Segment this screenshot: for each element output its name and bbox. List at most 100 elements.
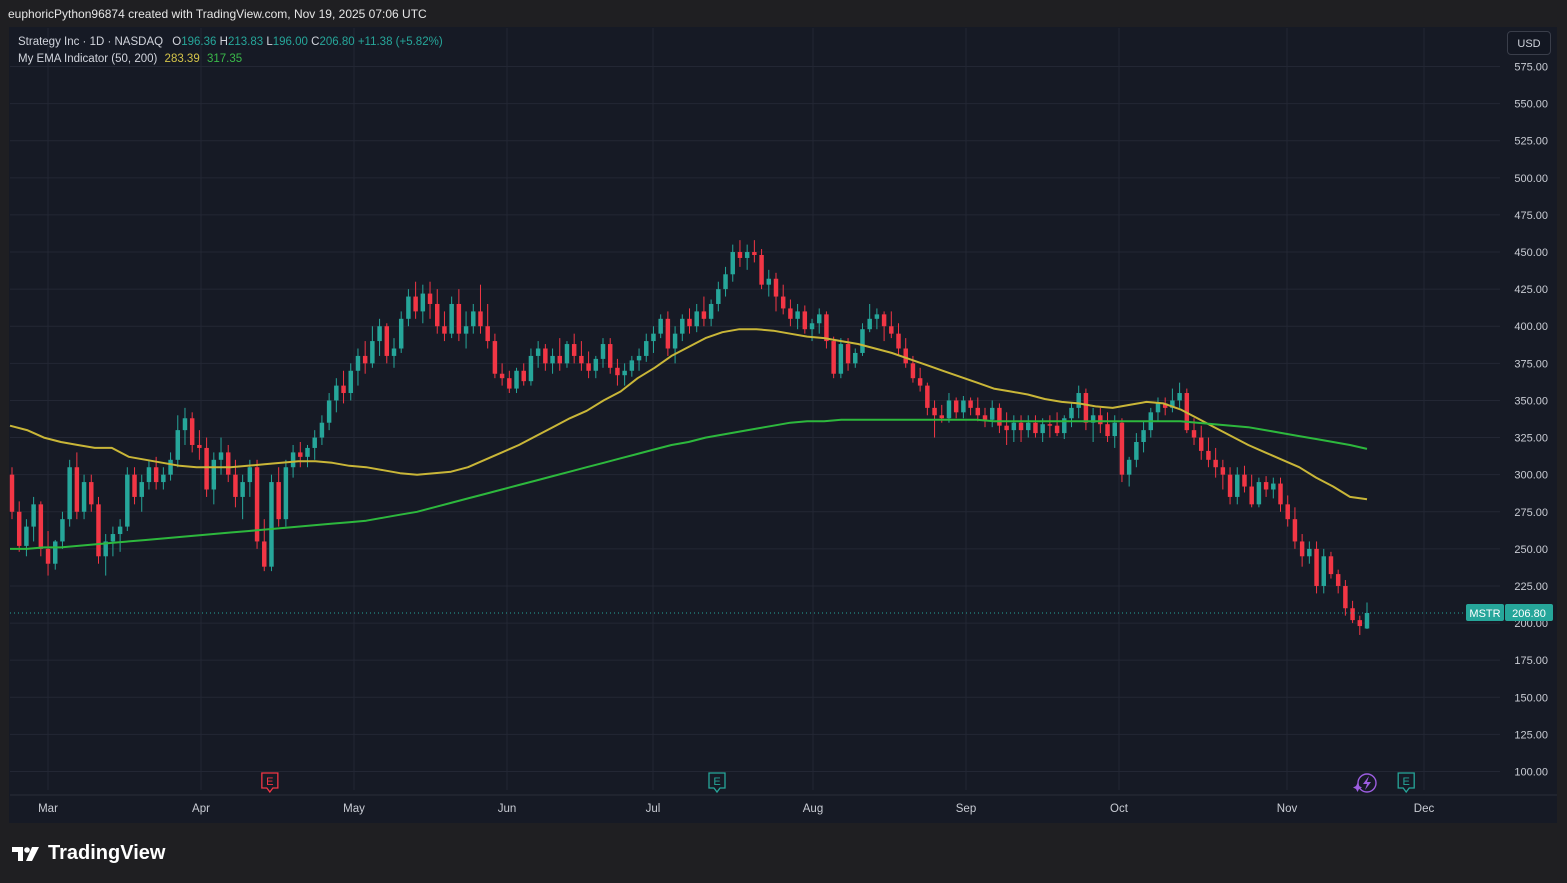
candle-body [161,474,166,483]
candle-body [1198,437,1204,451]
ema-50-line [9,328,1368,501]
candle-body [110,534,116,542]
x-tick-label: May [343,803,365,815]
candle-body [860,329,865,353]
candle-body [874,314,880,319]
candle-body [225,452,231,475]
candle-body [1155,403,1161,413]
candle-body [889,326,894,334]
candle-body [1307,548,1312,557]
candle-body [420,293,426,312]
candle-body [398,318,404,349]
candle-body [881,314,887,327]
candle-body [492,341,498,374]
indicator-row: My EMA Indicator (50, 200) 283.39 317.35 [18,51,443,68]
candle-body [730,252,735,275]
candle-body [514,370,519,389]
candle-body [413,296,418,312]
candle-body [1278,483,1283,505]
candle-body [103,541,108,557]
candle-body [1112,422,1117,437]
y-tick-label: 525.00 [1514,136,1548,148]
candle-body [442,326,447,334]
candle-body [463,326,469,334]
candle-body [283,467,289,520]
candle-body [622,370,627,376]
candle-body [1328,556,1334,575]
candle-body [1364,612,1370,629]
price-tag [1505,603,1553,621]
candle-body [896,333,901,349]
symbol-label[interactable]: Strategy Inc · 1D · NASDAQ [18,36,164,48]
candle-body [535,348,541,356]
candle-body [384,326,390,356]
candle-body [233,474,238,497]
candle-body [939,415,944,419]
candle-body [197,444,202,448]
candle-body [1206,450,1211,460]
earnings-event-icon[interactable]: E [708,772,726,794]
candle-body [997,407,1002,426]
candle-body [1292,519,1298,542]
candle-body [737,252,743,258]
candle-body [1076,393,1081,408]
candle-body [290,452,296,468]
ticker-tag [1466,603,1504,621]
candle-body [175,430,181,460]
ema50-value: 283.39 [164,53,200,65]
candle-body [334,385,339,401]
candle-body [579,355,584,364]
low-value: 196.00 [272,36,308,48]
candle-body [903,348,908,364]
candle-body [708,303,714,319]
candle-body [795,311,800,319]
open-label: O [172,36,182,48]
candle-body [348,370,353,394]
earnings-event-icon[interactable]: E [261,772,279,794]
low-label: L [266,36,273,48]
candle-body [341,385,346,394]
candle-body [24,526,29,546]
currency-button[interactable]: USD [1507,31,1551,55]
candle-body [1191,430,1197,438]
candle-body [1357,620,1363,627]
lightning-icon[interactable] [1353,773,1377,793]
candle-body [766,278,772,285]
candle-body [1256,482,1262,505]
x-tick-label: Dec [1414,803,1435,815]
candle-body [1227,474,1233,497]
y-tick-label: 550.00 [1514,99,1548,111]
candle-body [45,548,51,564]
candle-body [1018,422,1024,431]
candle-body [845,344,851,364]
candle-body [1263,482,1269,490]
candle-body [780,296,786,309]
y-tick-label: 375.00 [1514,358,1548,370]
candle-body [917,378,923,386]
candle-body [153,467,159,483]
candle-body [96,504,101,557]
x-tick-label: Jul [646,803,661,815]
earnings-event-icon[interactable]: E [1397,772,1415,794]
candle-body [435,303,440,327]
candle-body [427,293,433,304]
indicator-label[interactable]: My EMA Indicator (50, 200) [18,53,158,65]
candle-body [204,447,209,490]
candle-body [1141,430,1146,443]
candle-body [312,437,317,448]
candle-body [1170,400,1175,408]
y-tick-label: 250.00 [1514,544,1548,556]
candle-body [528,355,534,382]
high-label: H [219,36,228,48]
candle-body [1350,608,1355,621]
candle-body [975,407,981,416]
candle-body [218,452,224,460]
candle-body [1314,548,1319,586]
candle-body [1083,393,1089,423]
candle-body [478,311,483,327]
y-tick-label: 200.00 [1514,618,1548,630]
candle-body [1098,415,1103,425]
candle-body [1090,415,1096,423]
candle-body [1069,407,1074,419]
